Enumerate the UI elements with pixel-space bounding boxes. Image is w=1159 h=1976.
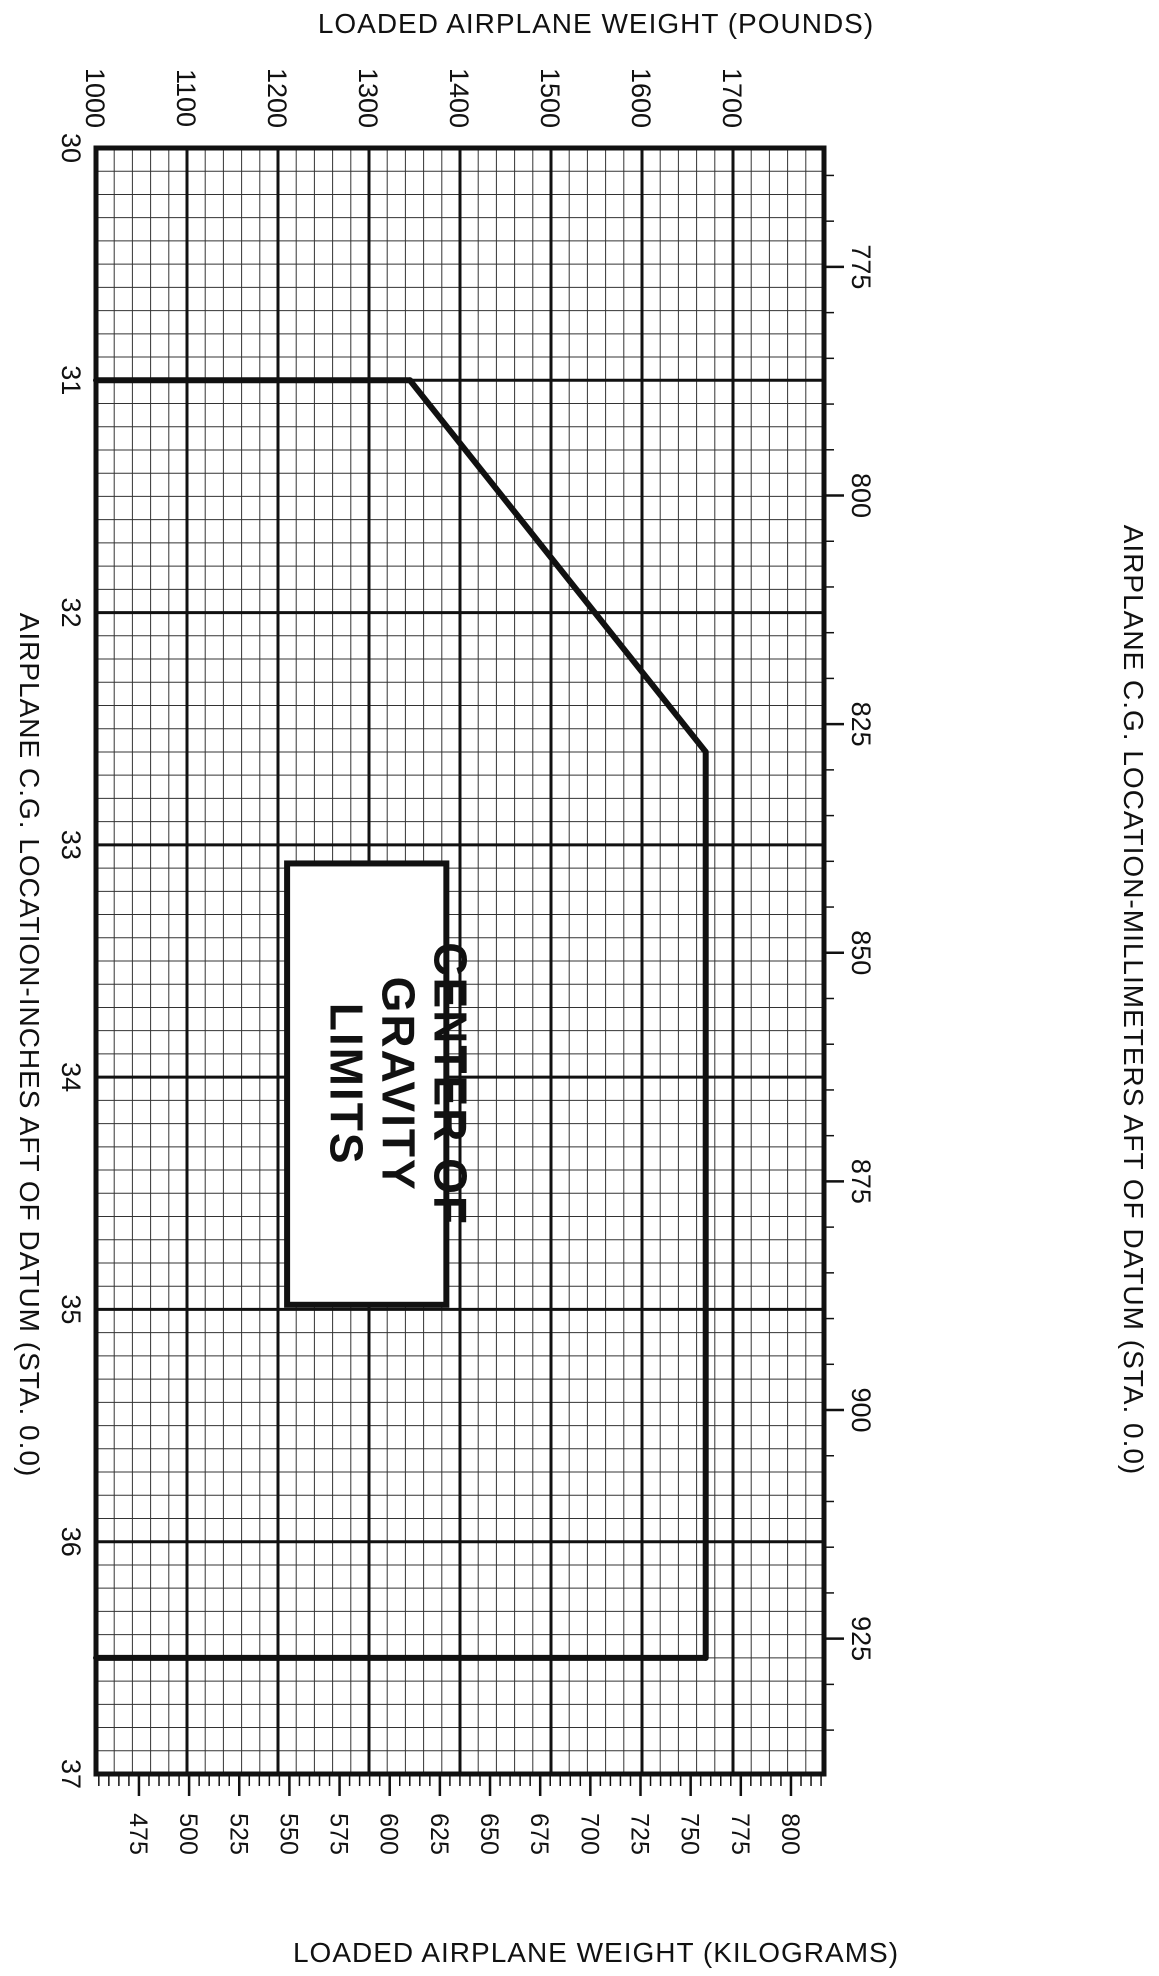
annotation-line-1: CENTER OF (425, 942, 477, 1226)
annotation-line-2: GRAVITY (373, 977, 425, 1192)
inches-tick-labels: 30 31 32 33 34 35 36 37 (56, 133, 86, 1789)
annotation-box (284, 860, 450, 1308)
inches-tick-label: 32 (56, 598, 86, 628)
pounds-tick-label: 1600 (626, 68, 656, 128)
kilograms-tick-label: 600 (375, 1813, 403, 1855)
annotation-text: CENTER OF GRAVITY LIMITS (321, 942, 477, 1226)
cg-limit-point (406, 377, 413, 384)
kilograms-tick-label: 525 (224, 1813, 252, 1855)
millimeters-tick-labels: 775 800 825 850 875 900 925 (846, 244, 876, 1661)
millimeters-tick-label: 925 (846, 1616, 876, 1661)
y-axis-title-inches: AIRPLANE C.G. LOCATION-INCHES AFT OF DAT… (14, 613, 45, 1478)
plot-frame (93, 145, 827, 1777)
x-axis-title-kilograms: LOADED AIRPLANE WEIGHT (KILOGRAMS) (293, 1937, 899, 1968)
center-of-gravity-limits-box: CENTER OF GRAVITY LIMITS (284, 860, 477, 1308)
annotation-line-3: LIMITS (321, 1003, 373, 1166)
pounds-tick-label: 1700 (717, 68, 747, 128)
kilograms-tick-label: 800 (776, 1813, 804, 1855)
millimeters-tick-label: 775 (846, 244, 876, 289)
pounds-tick-labels: 1000 1100 1200 1300 1400 1500 1600 1700 (80, 68, 747, 128)
mm-tick-marks (824, 174, 844, 1731)
kilograms-tick-label: 475 (124, 1813, 152, 1855)
pounds-tick-label: 1500 (535, 68, 565, 128)
inches-tick-label: 31 (56, 365, 86, 395)
kg-tick-marks (98, 1774, 822, 1796)
millimeters-tick-label: 850 (846, 930, 876, 975)
millimeters-tick-label: 875 (846, 1159, 876, 1204)
inches-tick-label: 30 (56, 133, 86, 163)
kilograms-tick-labels: 475 500 525 550 575 600 625 650 675 700 725 750 775 8… (124, 1813, 804, 1855)
pounds-tick-label: 1000 (80, 68, 110, 128)
inches-tick-label: 36 (56, 1527, 86, 1557)
kilograms-tick-label: 675 (525, 1813, 553, 1855)
pounds-tick-label: 1400 (444, 68, 474, 128)
kilograms-tick-label: 750 (676, 1813, 704, 1855)
y-axis-title-millimeters: AIRPLANE C.G. LOCATION-MILLIMETERS AFT O… (1118, 525, 1149, 1476)
pounds-tick-label: 1300 (353, 68, 383, 128)
millimeters-tick-label: 800 (846, 473, 876, 518)
kilograms-tick-label: 550 (274, 1813, 302, 1855)
kilograms-tick-label: 700 (575, 1813, 603, 1855)
pounds-tick-label: 1200 (262, 68, 292, 128)
inches-tick-label: 37 (56, 1759, 86, 1789)
kilograms-tick-label: 775 (726, 1813, 754, 1855)
millimeters-tick-label: 900 (846, 1387, 876, 1432)
kilograms-tick-label: 625 (425, 1813, 453, 1855)
inches-tick-label: 33 (56, 830, 86, 860)
inches-tick-label: 34 (56, 1062, 86, 1092)
x-axis-title-pounds: LOADED AIRPLANE WEIGHT (POUNDS) (318, 8, 874, 39)
kilograms-tick-label: 725 (625, 1813, 653, 1855)
inches-tick-label: 35 (56, 1294, 86, 1324)
cg-limit-point (702, 748, 709, 755)
cg-limit-point (702, 1654, 709, 1661)
kilograms-tick-label: 650 (475, 1813, 503, 1855)
millimeters-tick-label: 825 (846, 702, 876, 747)
kilograms-tick-label: 500 (174, 1813, 202, 1855)
kilograms-tick-label: 575 (325, 1813, 353, 1855)
pounds-tick-label: 1100 (171, 69, 201, 127)
